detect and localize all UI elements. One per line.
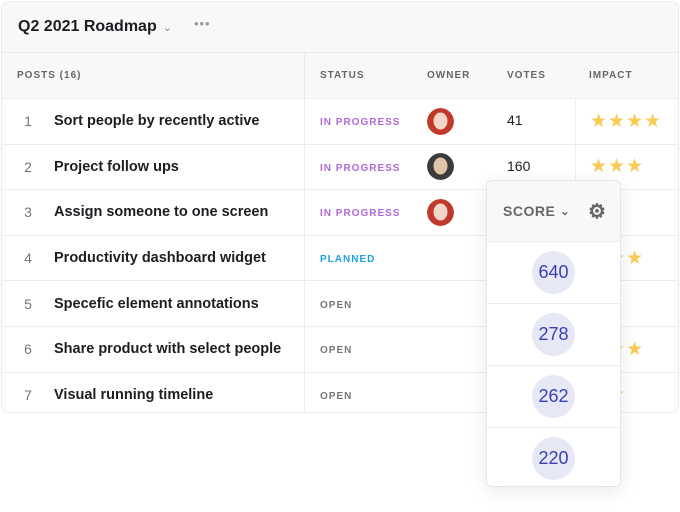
table-header: POSTS (16) STATUS OWNER VOTES IMPACT [2,53,678,99]
column-header-status[interactable]: STATUS [320,70,365,81]
row-number: 3 [24,204,32,221]
column-header-impact[interactable]: IMPACT [589,70,633,81]
score-panel: SCORE ⌄ ⚙ 640 278 262 220 [486,180,621,487]
star-icon[interactable]: ★ [590,110,608,132]
row-number: 4 [24,250,32,267]
owner-cell[interactable] [415,153,495,181]
score-value: 278 [532,313,575,356]
row-number: 6 [24,341,32,358]
row-number: 2 [24,158,32,175]
table-row[interactable]: 3 Assign someone to one screen IN PROGRES… [2,190,678,236]
avatar[interactable] [427,198,454,226]
title-bar: Q2 2021 Roadmap ⌄ ••• [2,2,678,53]
avatar[interactable] [427,107,454,135]
gear-icon[interactable]: ⚙ [588,200,607,223]
score-label: SCORE [503,203,556,219]
post-title[interactable]: Specefic element annotations [54,295,259,312]
status-badge[interactable]: IN PROGRESS [320,162,401,174]
star-icon[interactable]: ★ [608,156,626,178]
status-badge[interactable]: IN PROGRESS [320,117,401,129]
status-badge[interactable]: OPEN [320,345,353,357]
column-header-owner[interactable]: OWNER [427,70,471,81]
score-cell: 278 [487,303,620,365]
post-title[interactable]: Share product with select people [54,341,282,358]
table-row[interactable]: 2 Project follow ups IN PROGRESS 160 ★ ★ ★ [2,144,678,191]
row-number: 5 [24,295,32,312]
star-icon[interactable]: ★ [644,110,662,132]
score-value: 220 [532,437,575,480]
row-number: 7 [24,386,32,403]
score-cell: 640 [487,241,620,303]
status-badge[interactable]: IN PROGRESS [320,208,401,220]
post-title[interactable]: Productivity dashboard widget [54,250,266,267]
post-title[interactable]: Visual running timeline [54,386,214,403]
post-title[interactable]: Sort people by recently active [54,113,260,130]
status-badge[interactable]: PLANNED [320,254,376,266]
more-options-icon[interactable]: ••• [193,15,211,31]
score-header[interactable]: SCORE ⌄ ⚙ [487,181,620,241]
owner-cell[interactable] [415,107,495,135]
star-icon[interactable]: ★ [590,156,608,178]
table-row[interactable]: 1 Sort people by recently active IN PROGR… [2,99,678,145]
status-badge[interactable]: OPEN [320,299,353,311]
post-title[interactable]: Assign someone to one screen [54,204,269,221]
votes-count: 160 [507,157,531,174]
impact-rating[interactable]: ★ ★ ★ ★ [575,99,678,144]
impact-rating[interactable]: ★★★ [575,144,678,190]
score-value: 640 [532,251,575,294]
votes-count: 41 [507,112,523,129]
status-badge[interactable]: OPEN [320,390,353,402]
star-icon[interactable]: ★ [626,110,644,132]
star-icon[interactable]: ★ [626,247,644,269]
star-icon[interactable]: ★ [626,156,644,178]
star-icon[interactable]: ★ [608,110,626,132]
chevron-down-icon[interactable]: ⌄ [162,21,172,34]
page-title[interactable]: Q2 2021 Roadmap [18,18,157,35]
score-cell: 262 [487,365,620,427]
score-cell: 220 [487,427,620,486]
column-header-votes[interactable]: VOTES [507,70,546,81]
star-icon[interactable]: ★ [626,338,644,360]
column-header-posts[interactable]: POSTS (16) [2,53,305,98]
score-value: 262 [532,375,575,418]
chevron-down-icon[interactable]: ⌄ [560,205,571,218]
owner-cell[interactable] [415,198,495,226]
avatar[interactable] [427,153,454,181]
row-number: 1 [24,113,32,130]
post-title[interactable]: Project follow ups [54,158,179,175]
